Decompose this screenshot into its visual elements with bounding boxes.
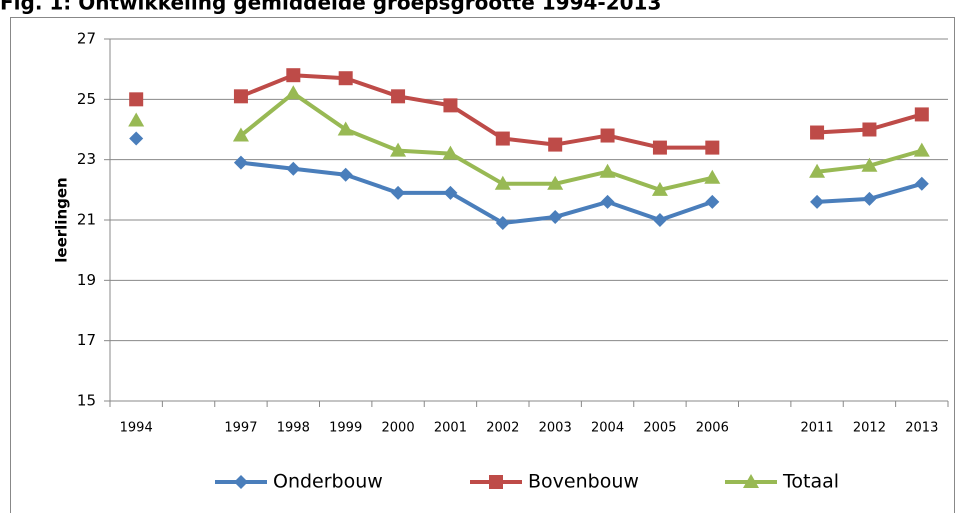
marker: [494, 175, 511, 190]
x-tick-label: 1999: [329, 421, 362, 436]
legend-label: Onderbouw: [273, 471, 383, 493]
marker: [547, 175, 564, 190]
x-tick-label: 2000: [382, 421, 415, 436]
marker: [391, 185, 406, 200]
x-tick-label: 2005: [643, 421, 676, 436]
marker: [809, 163, 826, 178]
marker: [914, 176, 929, 191]
x-tick-label: 2002: [486, 421, 519, 436]
y-tick-label: 19: [77, 271, 96, 289]
marker: [862, 122, 877, 137]
x-tick-label: 1994: [120, 421, 153, 436]
y-tick-label: 27: [77, 30, 96, 48]
marker: [285, 85, 302, 100]
y-tick-label: 21: [77, 211, 96, 229]
marker: [495, 216, 510, 231]
marker: [743, 474, 759, 488]
marker: [548, 209, 563, 224]
x-tick-label: 1998: [277, 421, 310, 436]
marker: [129, 131, 144, 146]
marker: [489, 475, 503, 489]
marker: [705, 194, 720, 209]
x-tick-label: 2006: [696, 421, 729, 436]
marker: [652, 213, 667, 227]
marker: [810, 194, 825, 209]
marker: [704, 169, 721, 184]
legend-label: Bovenbouw: [528, 471, 639, 493]
marker: [337, 121, 354, 136]
marker: [705, 140, 720, 155]
marker: [600, 128, 615, 143]
marker: [599, 163, 616, 178]
marker: [234, 475, 248, 489]
y-tick-label: 15: [77, 392, 96, 410]
marker: [338, 71, 353, 86]
marker: [233, 89, 248, 104]
chart-title: Fig. 1: Ontwikkeling gemiddelde groepsgr…: [0, 0, 661, 15]
marker: [443, 185, 458, 200]
marker: [862, 191, 877, 206]
marker: [600, 194, 615, 209]
chart-frame: [10, 17, 955, 517]
y-tick-label: 17: [77, 331, 96, 349]
marker: [652, 140, 667, 155]
marker: [548, 137, 563, 152]
marker: [129, 92, 144, 107]
marker: [391, 89, 406, 104]
marker: [651, 181, 668, 196]
marker: [286, 161, 301, 176]
marker: [443, 98, 458, 113]
marker: [390, 142, 407, 157]
marker: [286, 68, 301, 83]
x-tick-label: 2012: [853, 421, 886, 436]
marker: [810, 125, 825, 140]
marker: [338, 167, 353, 182]
marker: [232, 127, 249, 142]
y-tick-label: 25: [77, 90, 96, 108]
y-tick-label: 23: [77, 150, 96, 168]
marker: [861, 157, 878, 172]
x-tick-label: 1997: [224, 421, 257, 436]
x-tick-label: 2011: [801, 421, 834, 436]
marker: [233, 155, 248, 170]
marker: [442, 145, 459, 160]
legend-label: Totaal: [782, 471, 839, 493]
y-axis-title: leerlingen: [53, 177, 71, 262]
marker: [128, 112, 145, 127]
x-tick-label: 2004: [591, 421, 624, 436]
x-tick-label: 2013: [905, 421, 938, 436]
x-tick-label: 2003: [539, 421, 572, 436]
x-tick-label: 2001: [434, 421, 467, 436]
marker: [914, 107, 929, 122]
marker: [495, 131, 510, 146]
marker: [913, 142, 930, 157]
